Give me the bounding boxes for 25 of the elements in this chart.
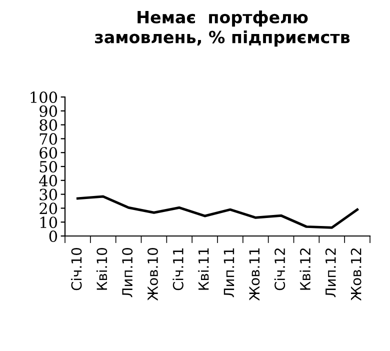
x-tick-label: Лип.10 bbox=[122, 248, 133, 298]
x-tick-label: Кві.11 bbox=[198, 248, 209, 290]
chart-title: Немає портфелю замовлень, % підприємств bbox=[95, 10, 350, 47]
y-tick-label: 80 bbox=[40, 119, 58, 131]
y-tick-label: 90 bbox=[40, 105, 58, 117]
x-tick-label: Жов.12 bbox=[350, 248, 362, 301]
x-tick-label: Жов.11 bbox=[249, 248, 260, 301]
x-tick-label: Лип.12 bbox=[325, 248, 336, 298]
y-tick-label: 70 bbox=[40, 133, 58, 145]
x-tick-label: Кві.12 bbox=[300, 248, 310, 290]
x-tick-label: Жов.10 bbox=[147, 248, 158, 301]
line-series bbox=[76, 195, 359, 229]
y-tick-label: 40 bbox=[39, 174, 58, 186]
x-tick-label: Січ.10 bbox=[70, 248, 82, 290]
x-tick-label: Кві.10 bbox=[96, 248, 108, 290]
x-tick-label: Січ.12 bbox=[274, 248, 286, 290]
y-tick-label: 10 bbox=[40, 216, 58, 228]
x-tick-label: Лип.11 bbox=[224, 248, 234, 298]
y-tick-label: 100 bbox=[30, 91, 58, 104]
x-tick-label: Січ.11 bbox=[172, 248, 184, 290]
y-tick-label: 0 bbox=[49, 230, 58, 242]
y-tick-label: 50 bbox=[40, 160, 58, 173]
y-tick-label: 30 bbox=[40, 188, 58, 200]
y-tick-label: 20 bbox=[40, 202, 58, 214]
y-tick-label: 60 bbox=[40, 147, 58, 159]
